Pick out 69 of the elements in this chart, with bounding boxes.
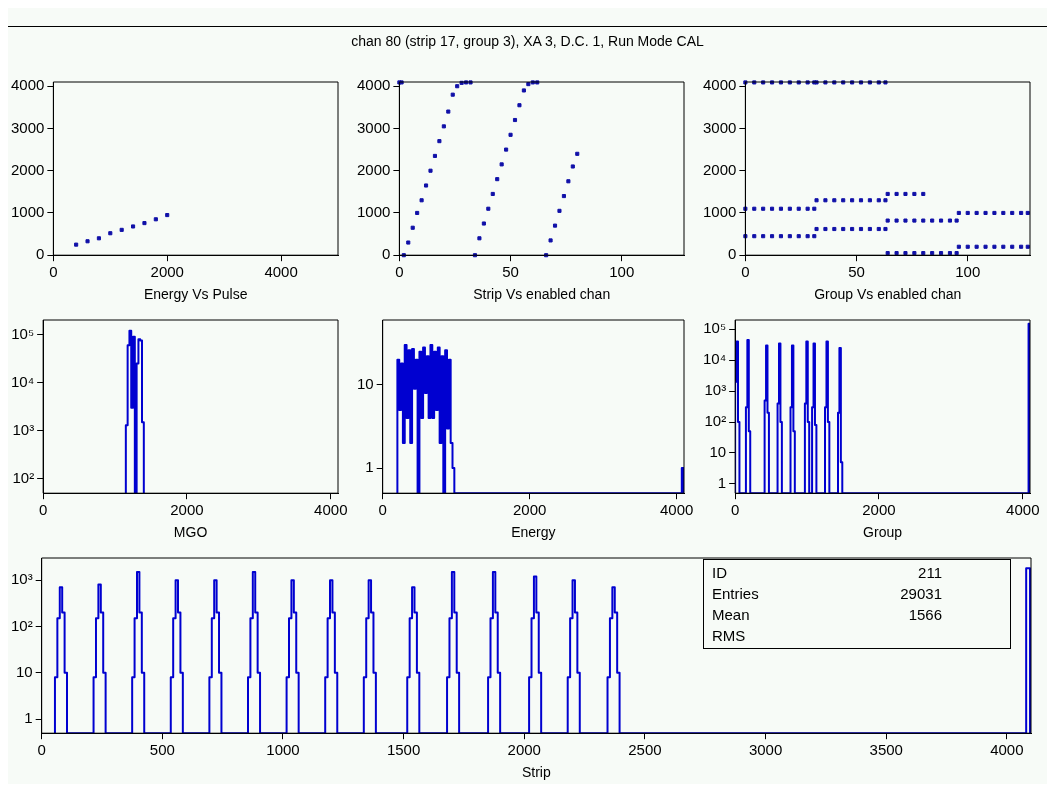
x-tick-label: 3500 (869, 741, 903, 759)
x-tick-label: 2000 (170, 501, 204, 519)
annotation: RMS (712, 626, 747, 646)
x-tick-label: 1500 (386, 741, 421, 759)
x-tick-label: 4000 (264, 263, 298, 281)
x-tick-label: 4000 (990, 741, 1024, 759)
y-tick-label: 10⁵ (703, 319, 727, 337)
x-tick-label: 2000 (862, 501, 896, 519)
annotation: 1566 (907, 605, 943, 625)
y-tick-label: 2000 (10, 160, 45, 178)
y-tick-label: 3000 (10, 118, 45, 136)
x-tick-label: 0 (49, 263, 58, 281)
y-tick-label: 0 (382, 245, 391, 263)
y-tick-label: 0 (728, 245, 737, 263)
x-tick-label: 3000 (748, 741, 783, 759)
y-tick-label: 3000 (356, 118, 391, 136)
y-tick-label: 1 (24, 709, 33, 727)
x-tick-label: 2500 (628, 741, 662, 759)
x-axis-title: Group Vs enabled chan (814, 286, 962, 303)
y-tick-label: 4000 (702, 76, 737, 94)
text: chan 80 (strip 17, group 3), XA 3, D.C. 1, Run Mode CAL (8, 26, 1047, 68)
y-tick-label: 10⁴ (10, 372, 35, 390)
y-tick-label: 10 (709, 443, 727, 461)
annotation: ID (712, 563, 728, 583)
y-tick-label: 3000 (702, 118, 737, 136)
x-axis-title: Group (863, 524, 903, 541)
y-tick-label: 1 (717, 474, 727, 492)
annotation: 211 (917, 563, 943, 583)
y-tick-label: 10² (12, 468, 35, 486)
x-tick-label: 4000 (1006, 501, 1040, 519)
x-tick-label: 0 (395, 263, 404, 281)
y-tick-label: 2000 (702, 160, 737, 178)
y-tick-label: 4000 (356, 76, 391, 94)
y-tick-label: 10³ (704, 381, 727, 399)
y-tick-label: 2000 (356, 160, 391, 178)
x-tick-label: 50 (502, 263, 519, 281)
x-tick-label: 500 (149, 741, 175, 759)
y-tick-label: 10⁵ (11, 324, 35, 342)
y-tick-label: 1 (365, 458, 374, 476)
y-tick-label: 1000 (356, 203, 391, 221)
x-tick-label: 2000 (150, 263, 184, 281)
x-axis-title: Strip Vs enabled chan (473, 286, 611, 303)
x-axis-title: Strip (521, 764, 551, 781)
y-tick-label: 10² (10, 616, 33, 634)
y-tick-label: 10⁴ (702, 350, 727, 368)
annotation: Entries (712, 584, 760, 604)
y-tick-label: 10³ (12, 420, 35, 438)
x-tick-label: 1000 (266, 741, 300, 759)
x-tick-label: 50 (848, 263, 865, 281)
annotation: Mean (712, 605, 751, 625)
y-tick-label: 0 (36, 245, 45, 263)
x-tick-label: 100 (609, 263, 635, 281)
x-tick-label: 2000 (507, 741, 541, 759)
x-axis-title: MGO (173, 524, 208, 541)
x-tick-label: 2000 (512, 501, 547, 519)
y-tick-label: 1000 (702, 203, 737, 221)
y-tick-label: 10 (357, 374, 374, 392)
x-tick-label: 4000 (314, 501, 348, 519)
x-tick-label: 4000 (659, 501, 694, 519)
y-tick-label: 10³ (10, 570, 33, 588)
y-tick-label: 10 (15, 663, 33, 681)
y-tick-label: 1000 (10, 203, 45, 221)
x-axis-title: Energy Vs Pulse (143, 286, 248, 303)
y-tick-label: 10² (704, 412, 727, 430)
y-tick-label: 4000 (10, 76, 45, 94)
x-axis-title: Energy (511, 524, 556, 541)
annotation: 29031 (899, 584, 943, 604)
x-tick-label: 100 (955, 263, 981, 281)
x-tick-label: 0 (741, 263, 750, 281)
